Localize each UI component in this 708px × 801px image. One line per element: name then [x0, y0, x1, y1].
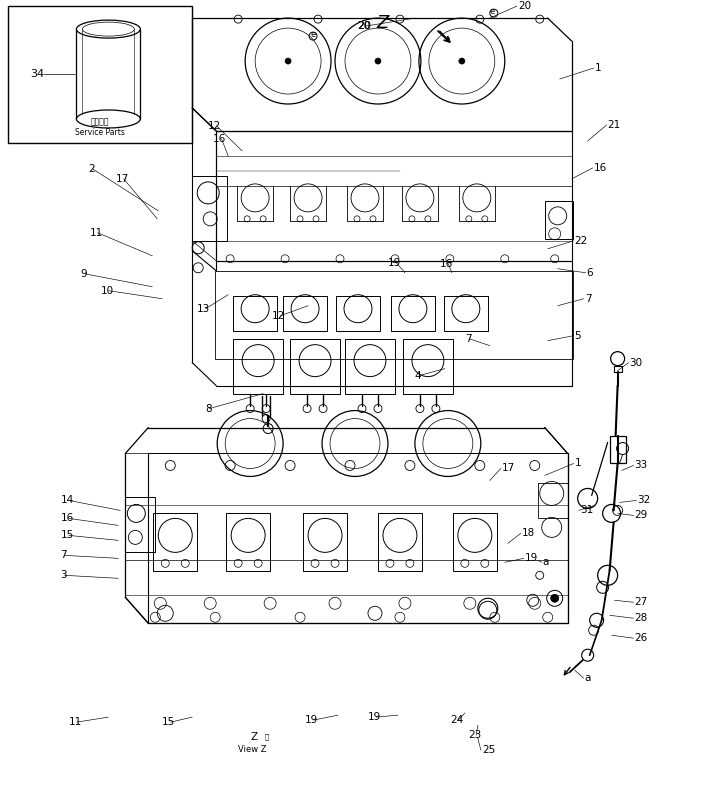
Text: 26: 26: [634, 634, 648, 643]
Circle shape: [551, 594, 559, 602]
Bar: [303, 513, 347, 571]
Bar: [8, 6, 193, 143]
Text: 3: 3: [60, 570, 67, 580]
Text: Z: Z: [250, 732, 257, 742]
Text: e: e: [310, 30, 315, 38]
Text: 21: 21: [607, 120, 621, 130]
Text: 19: 19: [388, 258, 401, 268]
Text: 19: 19: [368, 712, 381, 723]
Text: 8: 8: [205, 404, 212, 413]
Text: 20: 20: [357, 21, 370, 31]
Text: 1: 1: [575, 458, 581, 469]
Text: 20: 20: [357, 21, 371, 31]
Bar: [614, 365, 622, 372]
Text: 17: 17: [502, 464, 515, 473]
Bar: [444, 296, 488, 331]
Bar: [403, 339, 453, 393]
Text: 32: 32: [638, 496, 651, 505]
Text: 14: 14: [60, 496, 74, 505]
Bar: [538, 484, 568, 518]
Text: e: e: [490, 6, 495, 16]
Circle shape: [459, 58, 465, 64]
Text: 31: 31: [580, 505, 593, 515]
Text: 16: 16: [60, 513, 74, 523]
Bar: [154, 513, 198, 571]
Text: Service Parts: Service Parts: [76, 128, 125, 138]
Bar: [336, 296, 380, 331]
Text: 27: 27: [634, 598, 648, 607]
Text: 4: 4: [415, 371, 421, 380]
Bar: [391, 296, 435, 331]
Text: 11: 11: [89, 227, 103, 238]
Bar: [544, 201, 573, 239]
Text: 19: 19: [305, 715, 319, 725]
Text: 10: 10: [101, 286, 113, 296]
Text: 16: 16: [593, 163, 607, 173]
Circle shape: [375, 58, 381, 64]
Bar: [610, 436, 626, 464]
Bar: [215, 271, 573, 359]
Text: 25: 25: [482, 745, 495, 755]
Text: 17: 17: [115, 174, 129, 184]
Text: 1: 1: [595, 63, 601, 73]
Text: a: a: [543, 557, 549, 567]
Text: 16: 16: [213, 134, 227, 144]
Bar: [233, 339, 283, 393]
Bar: [193, 176, 227, 241]
Text: 12: 12: [272, 311, 285, 320]
Text: 29: 29: [634, 510, 648, 521]
Bar: [345, 339, 395, 393]
Bar: [290, 339, 340, 393]
Bar: [125, 497, 155, 553]
Circle shape: [285, 58, 291, 64]
Text: 16: 16: [440, 259, 453, 269]
Text: View Z: View Z: [238, 745, 267, 754]
Text: 15: 15: [162, 717, 176, 727]
Text: 9: 9: [81, 269, 87, 279]
Text: 6: 6: [587, 268, 593, 278]
Text: 30: 30: [629, 357, 643, 368]
Text: 12: 12: [208, 121, 222, 131]
Text: 7: 7: [465, 334, 472, 344]
Text: a: a: [585, 673, 591, 683]
Circle shape: [479, 602, 497, 619]
Text: 20: 20: [518, 1, 531, 11]
Bar: [453, 513, 497, 571]
Circle shape: [547, 590, 563, 606]
Text: 33: 33: [634, 461, 648, 470]
Text: 18: 18: [522, 529, 535, 538]
Text: 2: 2: [88, 164, 95, 174]
Bar: [283, 296, 327, 331]
Text: 23: 23: [468, 730, 481, 740]
Text: 15: 15: [60, 530, 74, 541]
Text: 5: 5: [575, 331, 581, 340]
Text: 7: 7: [585, 294, 591, 304]
Text: 24: 24: [450, 715, 463, 725]
Text: 7: 7: [60, 550, 67, 561]
Text: 観: 観: [265, 734, 269, 740]
Text: 34: 34: [30, 69, 45, 79]
Text: 22: 22: [575, 235, 588, 246]
Text: 11: 11: [69, 717, 81, 727]
Bar: [233, 296, 277, 331]
Text: Z: Z: [376, 14, 389, 32]
Text: 28: 28: [634, 614, 648, 623]
Text: 13: 13: [198, 304, 210, 314]
Text: 検査専用: 検査専用: [91, 118, 110, 127]
Bar: [226, 513, 270, 571]
Text: 19: 19: [525, 553, 538, 563]
Bar: [378, 513, 422, 571]
